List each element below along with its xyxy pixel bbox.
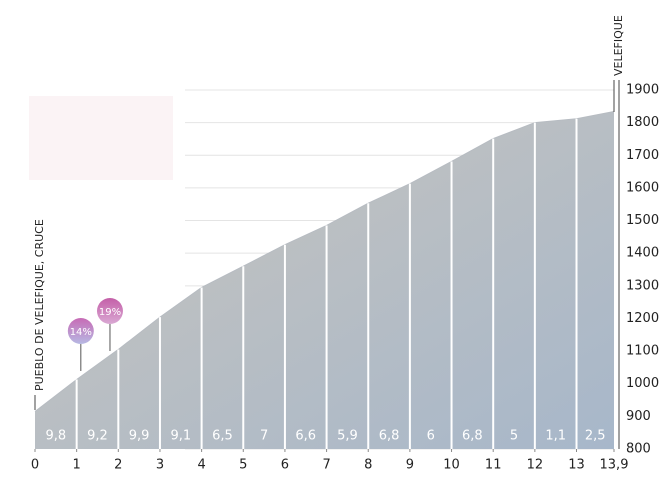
gradient-label: 2,5 [585,429,606,444]
x-tick-label: 2 [114,458,122,473]
x-tick-label: 4 [197,458,205,473]
y-tick-label: 1000 [626,376,659,391]
gradient-label: 6,5 [212,429,233,444]
y-tick-label: 900 [626,409,651,424]
x-tick-label: 5 [239,458,247,473]
y-tick-label: 1200 [626,311,659,326]
x-tick-label: 9 [406,458,414,473]
gradient-label: 5,9 [337,429,358,444]
area-fill [35,111,614,449]
x-tick-label: 13,9 [600,458,629,473]
peak-label: 14% [70,327,92,338]
gradient-label: 6 [427,429,435,444]
y-tick-label: 1300 [626,278,659,293]
peak-label: 19% [99,307,121,318]
x-tick-label: 10 [443,458,460,473]
x-tick-label: 8 [364,458,372,473]
annotation-text: PUEBLO DE VELEFIQUE, CRUCE [33,219,46,391]
x-tick-label: 0 [31,458,39,473]
gradient-label: 6,8 [379,429,400,444]
x-tick-label: 12 [527,458,544,473]
peak-marker [67,318,94,344]
y-tick-label: 800 [626,442,651,457]
y-tick-label: 1500 [626,213,659,228]
x-tick-label: 13 [568,458,585,473]
gradient-label: 9,1 [170,429,191,444]
gradient-label: 5 [510,429,518,444]
y-tick-label: 1800 [626,115,659,130]
x-tick-label: 3 [156,458,164,473]
gradient-label: 1,1 [545,429,566,444]
x-tick-label: 7 [322,458,330,473]
y-tick-label: 1600 [626,180,659,195]
x-tick-label: 1 [73,458,81,473]
gradient-label: 6,6 [295,429,316,444]
y-tick-label: 1900 [626,83,659,98]
y-tick-label: 1700 [626,148,659,163]
peak-marker [96,298,123,324]
x-tick-label: 11 [485,458,502,473]
annotation-text: VELEFIQUE [612,15,625,76]
gradient-label: 9,8 [45,429,66,444]
placeholder-box [29,96,173,180]
gradient-label: 9,2 [87,429,108,444]
x-tick-label: 6 [281,458,289,473]
gradient-label: 9,9 [129,429,150,444]
y-tick-label: 1400 [626,246,659,261]
y-tick-label: 1100 [626,344,659,359]
gradient-label: 7 [260,429,268,444]
gradient-label: 6,8 [462,429,483,444]
